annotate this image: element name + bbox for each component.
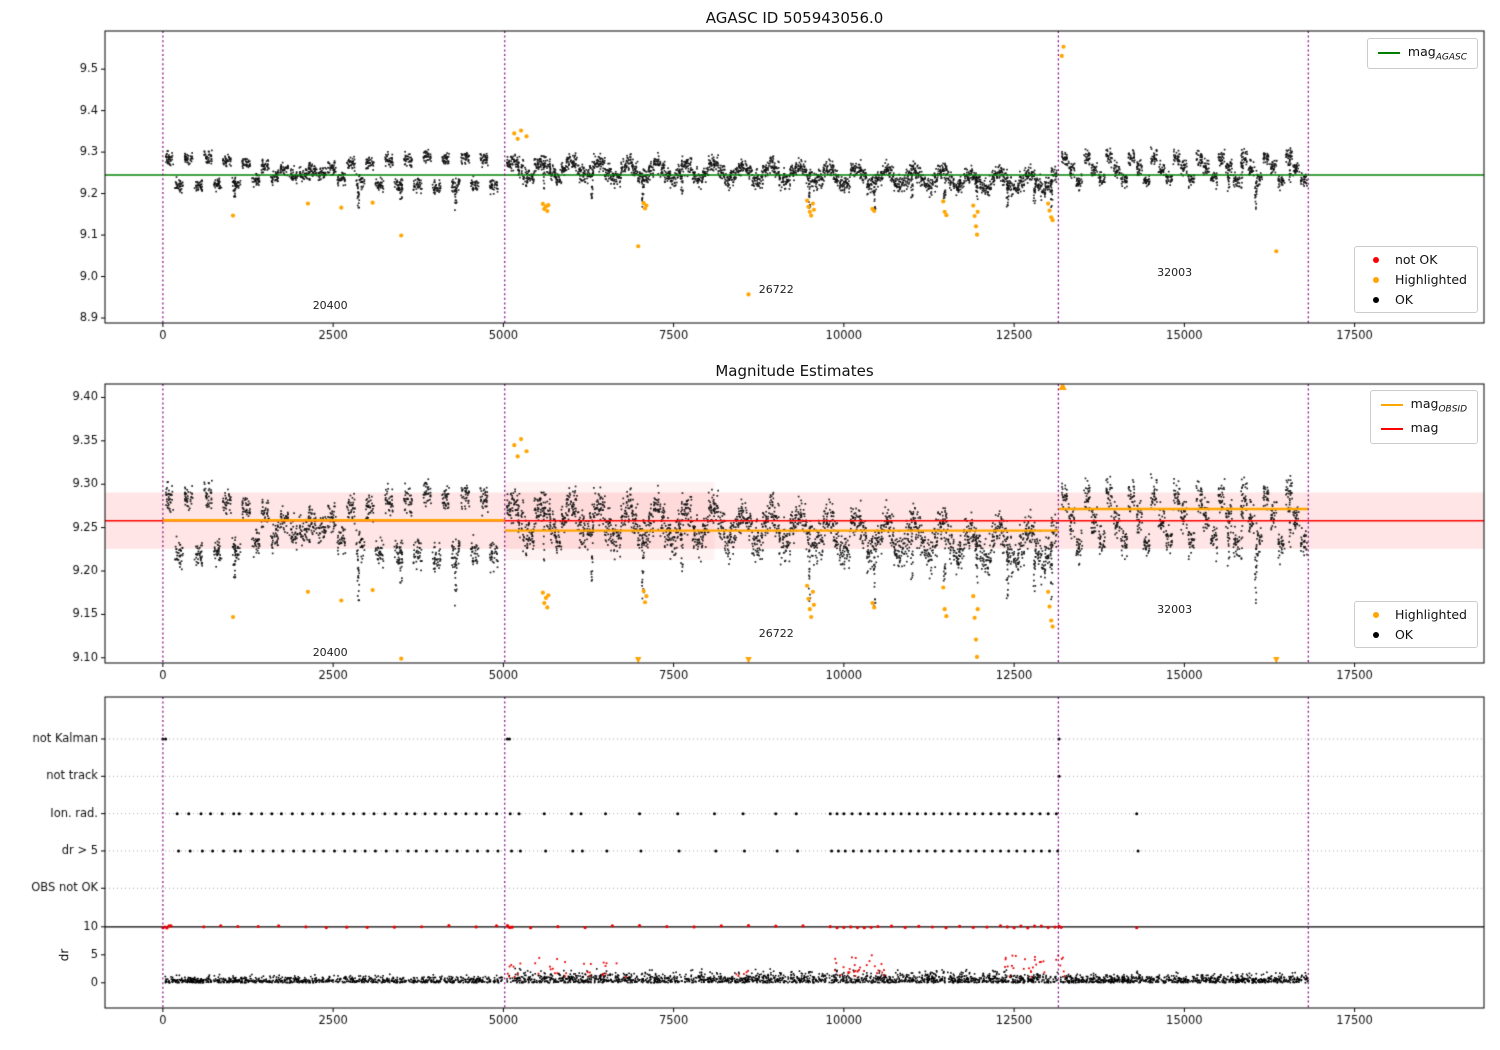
mag-agasc-line-sample bbox=[1377, 52, 1400, 55]
legend-label-main: mag bbox=[1410, 419, 1439, 435]
obsid-label-32003-plot2: 32003 bbox=[1157, 603, 1193, 617]
obsid-label-26722-plot1: 26722 bbox=[758, 282, 794, 296]
legend-entry-mag-obsid: magOBSID bbox=[1380, 396, 1467, 415]
legend-label-main: mag bbox=[1410, 396, 1439, 411]
legend-entry-ok: OK bbox=[1365, 627, 1467, 642]
not-ok-label: not OK bbox=[1394, 252, 1438, 267]
ok-dot-icon bbox=[1372, 631, 1379, 638]
marker-slot bbox=[1365, 631, 1387, 638]
obsid-label-20400-plot1: 20400 bbox=[312, 299, 348, 313]
plot2-legend-lines: magOBSID mag bbox=[1369, 390, 1478, 444]
mag-line-sample bbox=[1380, 427, 1403, 430]
obsid-label-32003-plot1: 32003 bbox=[1157, 266, 1193, 280]
legend-entry-highlighted: Highlighted bbox=[1365, 607, 1467, 622]
legend-entry-ok: OK bbox=[1365, 292, 1467, 307]
highlighted-label: Highlighted bbox=[1394, 272, 1467, 287]
mag-label: mag bbox=[1411, 420, 1439, 439]
legend-entry-mag-agasc: magAGASC bbox=[1377, 44, 1467, 63]
highlighted-dot-icon bbox=[1372, 276, 1379, 283]
not-ok-dot-icon bbox=[1372, 256, 1379, 263]
legend-label-sub: OBSID bbox=[1438, 404, 1467, 415]
plot2-legend-markers: Highlighted OK bbox=[1353, 601, 1478, 648]
mag-obsid-line-sample bbox=[1380, 404, 1403, 407]
marker-slot bbox=[1365, 611, 1387, 618]
highlighted-dot-icon bbox=[1372, 611, 1379, 618]
obsid-label-20400-plot2: 20400 bbox=[312, 646, 348, 660]
plot1-legend-markers: not OK Highlighted OK bbox=[1353, 246, 1478, 313]
plot1-title: AGASC ID 505943056.0 bbox=[705, 9, 884, 27]
legend-label-sub: AGASC bbox=[1435, 52, 1467, 63]
legend-entry-mag: mag bbox=[1380, 420, 1467, 439]
ok-dot-icon bbox=[1372, 296, 1379, 303]
ok-label: OK bbox=[1394, 292, 1413, 307]
marker-slot bbox=[1365, 296, 1387, 303]
legend-entry-highlighted: Highlighted bbox=[1365, 272, 1467, 287]
ok-label: OK bbox=[1394, 627, 1413, 642]
obsid-label-26722-plot2: 26722 bbox=[758, 627, 794, 641]
plot1-legend-line: magAGASC bbox=[1366, 38, 1478, 69]
mag-agasc-label: magAGASC bbox=[1408, 44, 1467, 63]
highlighted-label: Highlighted bbox=[1394, 607, 1467, 622]
mag-obsid-label: magOBSID bbox=[1411, 396, 1467, 415]
legend-entry-not-ok: not OK bbox=[1365, 252, 1467, 267]
plot2-title: Magnitude Estimates bbox=[715, 362, 874, 380]
marker-slot bbox=[1365, 276, 1387, 283]
legend-label-main: mag bbox=[1407, 44, 1436, 59]
dr-axis-label: dr bbox=[57, 948, 72, 962]
marker-slot bbox=[1365, 256, 1387, 263]
